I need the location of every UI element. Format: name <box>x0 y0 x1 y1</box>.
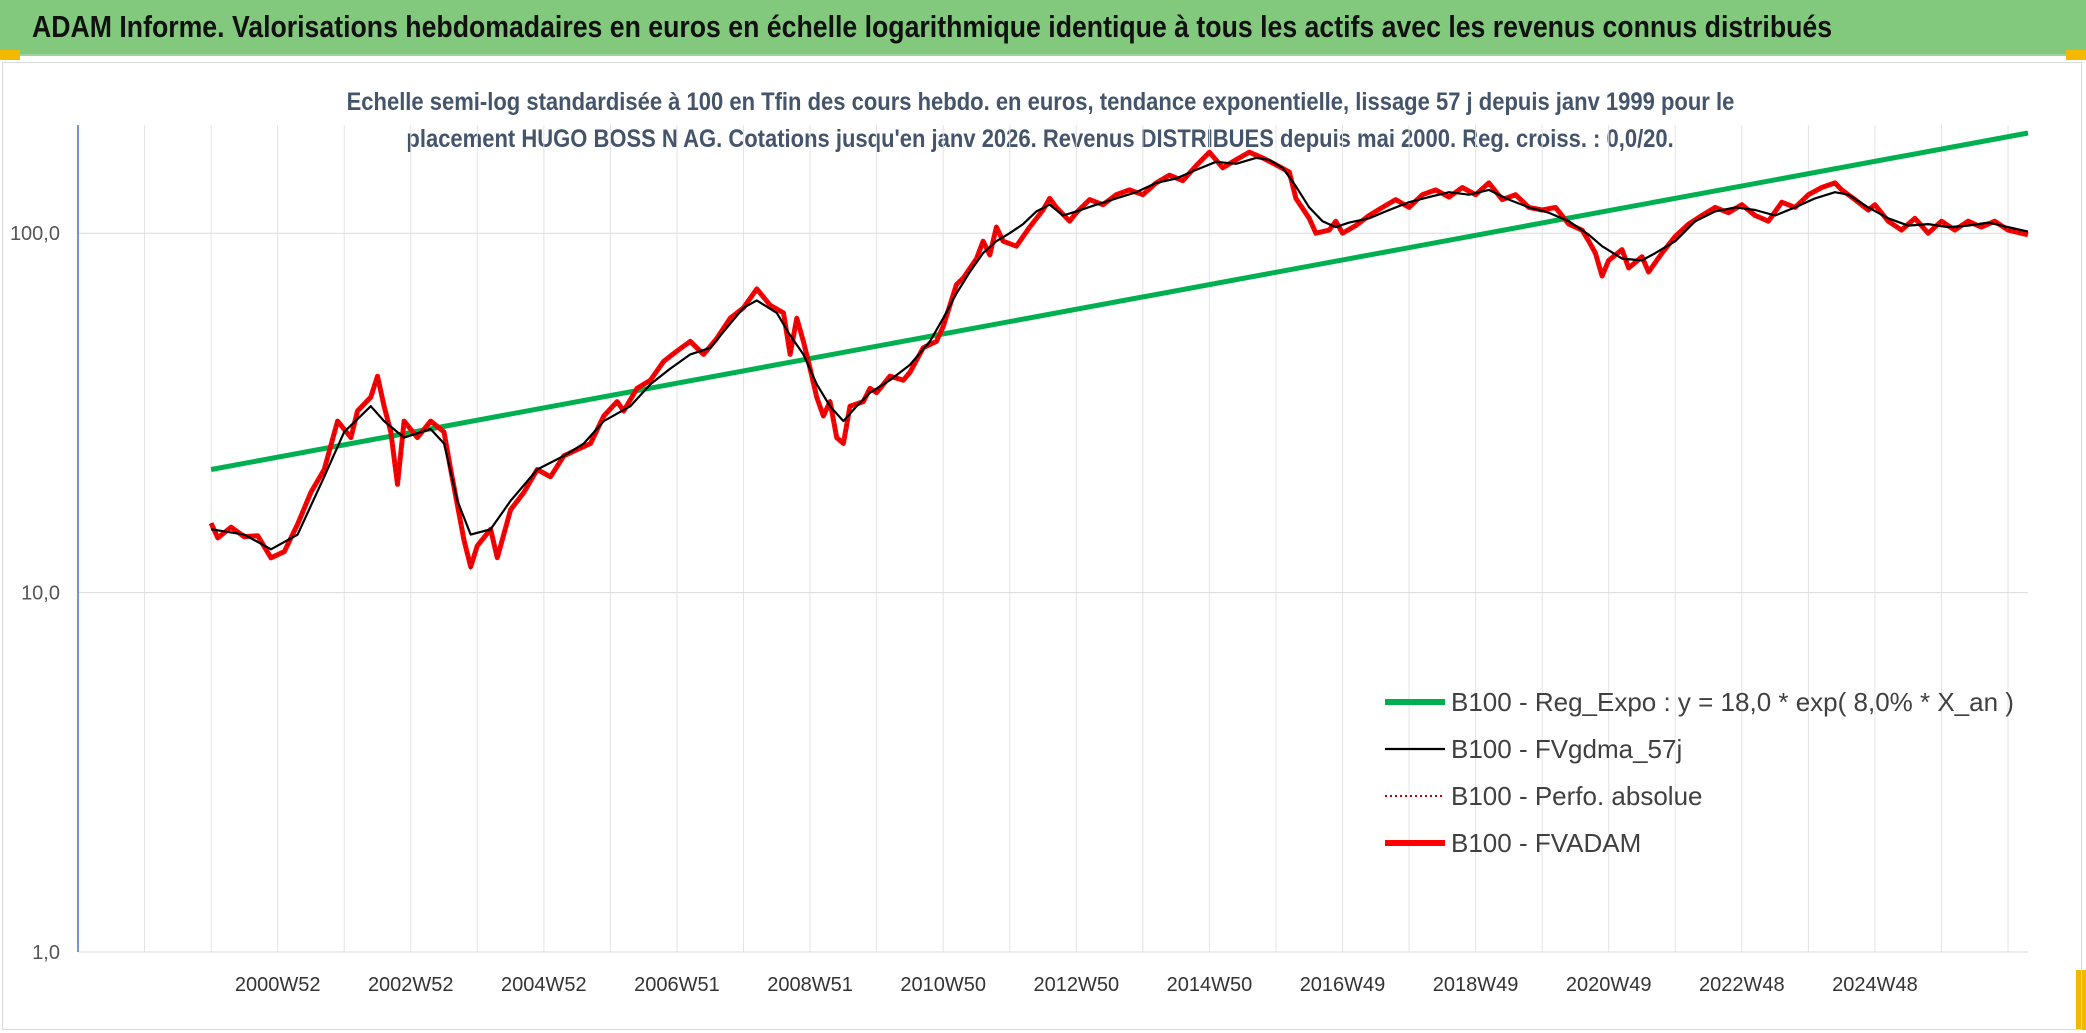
corner-marker-right <box>2066 50 2086 60</box>
x-tick-label: 2020W49 <box>1566 974 1652 996</box>
x-tick-label: 2014W50 <box>1167 974 1253 996</box>
x-tick-label: 2000W52 <box>235 974 321 996</box>
series-line-1 <box>210 130 2029 472</box>
report-banner-title: ADAM Informe. Valorisations hebdomadaire… <box>32 9 1833 44</box>
grid-layer <box>78 125 2028 953</box>
chart-frame <box>2 62 2082 1030</box>
y-tick-label: 100,0 <box>10 223 60 245</box>
corner-marker-left <box>0 50 20 60</box>
legend-label-1: B100 - Reg_Expo : y = 18,0 * exp( 8,0% *… <box>1451 687 2014 717</box>
chart-title-line-1: Echelle semi-log standardisée à 100 en T… <box>346 88 1734 116</box>
axes-layer: 1,0 10,0 100,0 2000W52 2002W52 2004W52 2006W51… <box>10 125 1918 996</box>
x-tick-label: 2022W48 <box>1699 974 1785 996</box>
x-tick-label: 2010W50 <box>900 974 986 996</box>
series-line-3 <box>210 150 2029 571</box>
series-line-2 <box>210 156 2029 551</box>
x-tick-label: 2006W51 <box>634 974 720 996</box>
x-tick-label: 2016W49 <box>1300 974 1386 996</box>
series-layer <box>208 130 2029 571</box>
report-banner: ADAM Informe. Valorisations hebdomadaire… <box>0 0 2086 56</box>
x-tick-label: 2008W51 <box>767 974 853 996</box>
x-tick-label: 2004W52 <box>501 974 587 996</box>
legend-label-4: B100 - FVADAM <box>1451 828 1641 858</box>
legend-layer: B100 - Reg_Expo : y = 18,0 * exp( 8,0% *… <box>1385 687 2014 858</box>
series-line-4 <box>208 149 2029 570</box>
legend-label-2: B100 - FVgdma_57j <box>1451 734 1682 764</box>
x-tick-label: 2018W49 <box>1433 974 1519 996</box>
x-tick-label: 2002W52 <box>368 974 454 996</box>
legend-label-3: B100 - Perfo. absolue <box>1451 781 1703 811</box>
y-tick-label: 10,0 <box>21 583 60 605</box>
chart-title: Echelle semi-log standardisée à 100 en T… <box>210 84 1870 158</box>
chart-title-line-2: placement HUGO BOSS N AG. Cotations jusq… <box>406 125 1674 153</box>
x-tick-label: 2024W48 <box>1832 974 1918 996</box>
y-tick-label: 1,0 <box>32 942 60 964</box>
x-tick-label: 2012W50 <box>1033 974 1119 996</box>
